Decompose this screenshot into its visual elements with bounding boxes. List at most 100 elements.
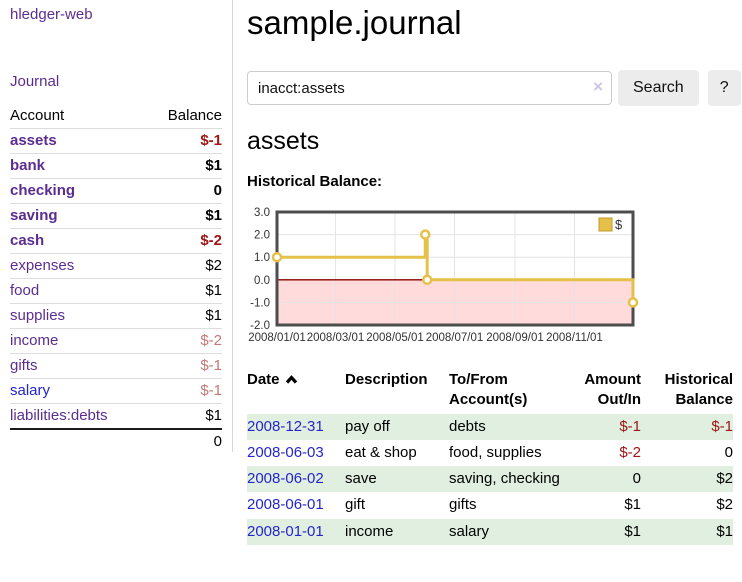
- register-col-amount: Amount Out/In: [584, 371, 641, 409]
- x-axis-tick-label: 2008/07/01: [426, 332, 484, 344]
- accounts-total-value: 0: [146, 428, 222, 454]
- transaction-accounts: salary: [449, 522, 490, 540]
- transaction-accounts: food, supplies: [449, 443, 542, 461]
- account-balance: $-2: [146, 328, 222, 354]
- x-axis-tick-label: 2008/09/01: [486, 332, 544, 344]
- register-col-date[interactable]: Date: [247, 367, 345, 414]
- account-row: income $-2: [10, 328, 222, 354]
- account-link-food[interactable]: food: [10, 282, 40, 299]
- data-point: [421, 274, 433, 286]
- accounts-total-row: 0: [10, 428, 222, 454]
- transaction-date-link[interactable]: 2008-01-01: [247, 522, 324, 540]
- legend-swatch: [598, 217, 613, 232]
- account-balance: $1: [146, 303, 222, 329]
- account-balance: $1: [146, 403, 222, 429]
- register-header-row: Date Description To/From Account(s) Amou…: [247, 367, 733, 414]
- account-row: salary $-1: [10, 378, 222, 404]
- account-balance: $-1: [146, 378, 222, 404]
- transaction-amount: $-2: [619, 443, 641, 461]
- account-balance: $1: [146, 278, 222, 304]
- chart-title: Historical Balance:: [247, 173, 383, 190]
- account-row: gifts $-1: [10, 353, 222, 379]
- data-point: [627, 297, 639, 308]
- register-col-account: To/From Account(s): [449, 371, 528, 409]
- transaction-amount: $1: [624, 496, 641, 514]
- account-link-bank[interactable]: bank: [10, 157, 46, 174]
- register-col-balance: Historical Balance: [664, 371, 733, 409]
- account-row: expenses $2: [10, 253, 222, 279]
- main-content: sample.journal × Search ? assets Histori…: [233, 0, 742, 545]
- help-button[interactable]: ?: [707, 70, 741, 106]
- transaction-balance: $2: [716, 470, 733, 487]
- search-box: ×: [247, 71, 612, 105]
- search-button[interactable]: Search: [618, 70, 699, 106]
- y-axis-tick-label: 0.0: [254, 275, 270, 287]
- register-row: 2008-12-31 pay off debts $-1 $-1: [247, 413, 733, 440]
- register-row: 2008-06-03 eat & shop food, supplies $-2 0: [247, 440, 733, 466]
- transaction-balance: $2: [716, 496, 733, 514]
- account-link-cash[interactable]: cash: [10, 232, 45, 249]
- account-row: bank $1: [10, 153, 222, 179]
- x-axis-tick-label: 2008/05/01: [366, 332, 424, 344]
- x-axis-tick-label: 2008/11/01: [546, 332, 603, 344]
- account-balance: $-1: [146, 353, 222, 379]
- account-link-income[interactable]: income: [10, 332, 59, 349]
- account-row: checking 0: [10, 178, 222, 204]
- data-point: [420, 229, 431, 240]
- account-link-liabilities-debts[interactable]: liabilities:debts: [10, 407, 108, 424]
- account-link-salary[interactable]: salary: [10, 382, 51, 399]
- sort-ascending-icon: [285, 375, 297, 384]
- register-col-description: Description: [345, 371, 428, 388]
- sidebar-item-journal[interactable]: Journal: [10, 73, 60, 90]
- page-title: sample.journal: [247, 4, 462, 41]
- search-input[interactable]: [247, 71, 612, 105]
- account-row: food $1: [10, 278, 222, 304]
- account-title: assets: [247, 127, 320, 155]
- account-balance: $2: [146, 253, 222, 279]
- data-point: [271, 251, 283, 263]
- brand-link[interactable]: hledger-web: [10, 6, 93, 23]
- account-link-supplies[interactable]: supplies: [10, 307, 66, 324]
- transaction-date-link[interactable]: 2008-06-02: [247, 470, 324, 487]
- account-link-expenses[interactable]: expenses: [10, 257, 75, 274]
- account-link-checking[interactable]: checking: [10, 182, 76, 199]
- account-link-assets[interactable]: assets: [10, 132, 57, 149]
- app-window: hledger-web Journal Account Balance asse…: [0, 0, 742, 545]
- accounts-col-account: Account: [10, 107, 65, 124]
- account-balance: $1: [146, 153, 222, 179]
- sidebar: hledger-web Journal Account Balance asse…: [0, 0, 233, 454]
- account-row: cash $-2: [10, 228, 222, 254]
- transaction-accounts: saving, checking: [449, 470, 560, 487]
- transaction-balance: $-1: [711, 417, 733, 435]
- account-link-gifts[interactable]: gifts: [10, 357, 38, 374]
- register-row: 2008-06-02 save saving, checking 0 $2: [247, 466, 733, 493]
- account-balance: $-2: [146, 228, 222, 254]
- account-row: supplies $1: [10, 303, 222, 329]
- transaction-accounts: debts: [449, 417, 486, 435]
- x-axis-tick-label: 2008/03/01: [307, 332, 365, 344]
- y-axis-tick-label: 3.0: [254, 207, 270, 219]
- y-axis-tick-label: -1.0: [250, 297, 270, 309]
- account-row: saving $1: [10, 203, 222, 229]
- search-form: × Search ?: [247, 70, 741, 106]
- x-axis-tick-label: 2008/01/01: [248, 332, 306, 344]
- account-balance: 0: [146, 178, 222, 204]
- transaction-description: income: [345, 522, 394, 540]
- register-col-date-label: Date: [247, 371, 280, 388]
- transaction-amount: $1: [624, 522, 641, 540]
- y-axis-tick-label: 2.0: [254, 230, 270, 242]
- accounts-col-balance: Balance: [167, 107, 222, 124]
- transaction-description: pay off: [345, 417, 390, 435]
- transaction-balance: 0: [724, 443, 733, 461]
- accounts-header-row: Account Balance: [10, 104, 222, 129]
- account-row: assets $-1: [10, 128, 222, 154]
- transaction-balance: $1: [716, 522, 733, 540]
- transaction-date-link[interactable]: 2008-12-31: [247, 417, 324, 435]
- clear-search-icon[interactable]: ×: [593, 77, 603, 96]
- transaction-date-link[interactable]: 2008-06-03: [247, 443, 324, 461]
- account-link-saving[interactable]: saving: [10, 207, 58, 224]
- transaction-date-link[interactable]: 2008-06-01: [247, 496, 324, 514]
- legend-label: $: [615, 217, 623, 232]
- transaction-description: gift: [345, 496, 366, 514]
